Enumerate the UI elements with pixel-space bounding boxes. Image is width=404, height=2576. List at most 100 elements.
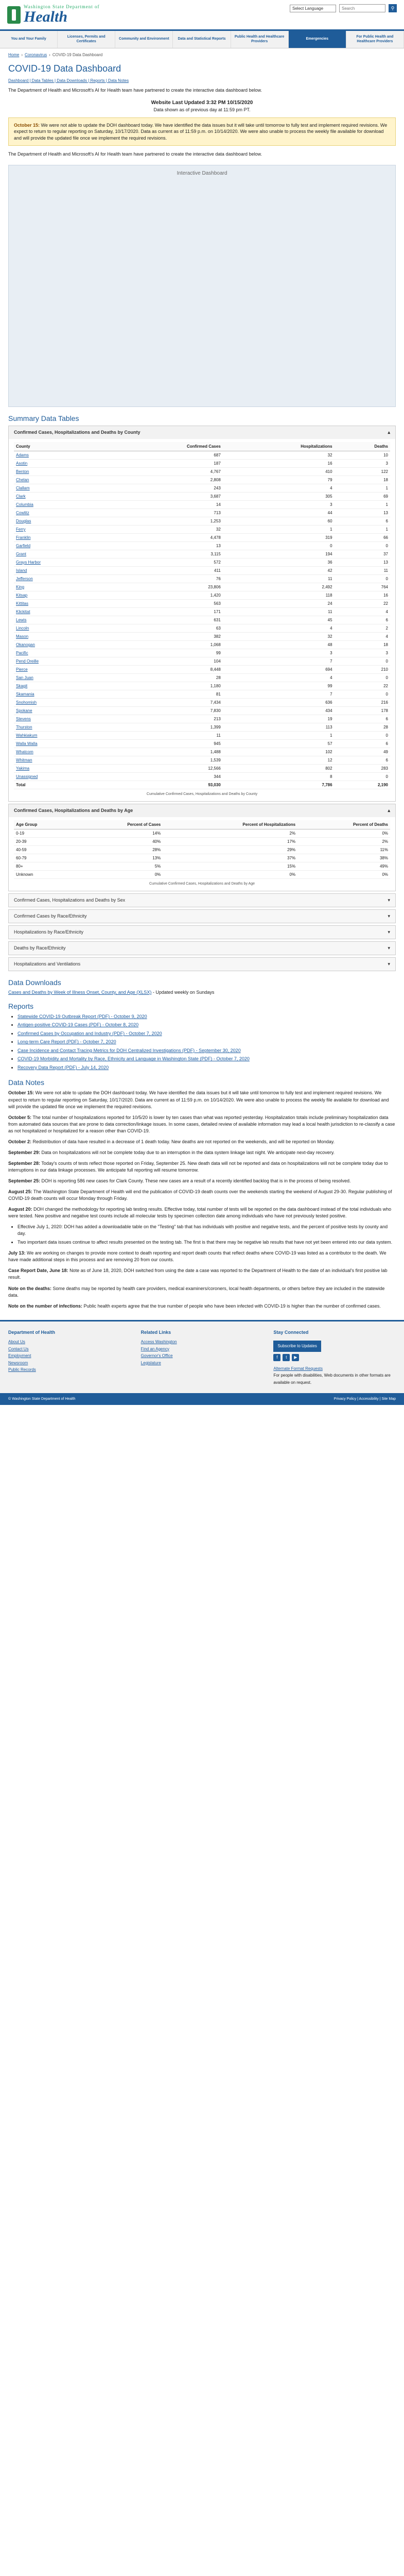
- alt-format-link[interactable]: Alternate Format Requests: [273, 1366, 323, 1371]
- footer-link[interactable]: Legislature: [140, 1360, 161, 1365]
- twitter-icon[interactable]: t: [283, 1353, 290, 1361]
- county-link[interactable]: Clark: [16, 494, 26, 499]
- facebook-icon[interactable]: f: [273, 1353, 281, 1361]
- county-link[interactable]: Kitsap: [16, 592, 28, 598]
- county-name[interactable]: Wahkiakum: [14, 731, 104, 740]
- county-link[interactable]: Benton: [16, 469, 29, 474]
- county-name[interactable]: Pierce: [14, 665, 104, 674]
- age-accordion-header[interactable]: Confirmed Cases, Hospitalizations and De…: [9, 804, 395, 817]
- county-link[interactable]: Clallam: [16, 485, 30, 490]
- report-link[interactable]: COVID-19 Morbidity and Mortality by Race…: [17, 1056, 250, 1062]
- county-link[interactable]: Grays Harbor: [16, 560, 41, 565]
- collapsed-accordion-header[interactable]: Hospitalizations by Race/Ethnicity ▾: [9, 925, 395, 939]
- county-name[interactable]: Okanogan: [14, 640, 104, 649]
- report-link[interactable]: Antigen-positive COVID-19 Cases (PDF) - …: [17, 1022, 139, 1028]
- search-input[interactable]: [339, 4, 385, 12]
- report-link[interactable]: Long-term Care Report (PDF) - October 7,…: [17, 1039, 116, 1045]
- nav-item[interactable]: For Public Health and Healthcare Provide…: [346, 31, 404, 48]
- search-button[interactable]: ⚲: [389, 4, 397, 12]
- county-link[interactable]: Yakima: [16, 766, 30, 771]
- county-link[interactable]: Lewis: [16, 617, 27, 622]
- county-name[interactable]: Clark: [14, 492, 104, 501]
- county-name[interactable]: Kittitas: [14, 599, 104, 608]
- dashboard-embed[interactable]: Interactive Dashboard: [8, 164, 396, 407]
- collapsed-accordion-header[interactable]: Confirmed Cases by Race/Ethnicity ▾: [9, 909, 395, 923]
- footer-link[interactable]: Governor's Office: [140, 1353, 173, 1359]
- nav-item[interactable]: You and Your Family: [0, 31, 58, 48]
- county-name[interactable]: Grays Harbor: [14, 558, 104, 567]
- collapsed-accordion-header[interactable]: Confirmed Cases, Hospitalizations and De…: [9, 893, 395, 907]
- county-name[interactable]: Chelan: [14, 476, 104, 484]
- footer-link[interactable]: Contact Us: [8, 1346, 29, 1351]
- county-link[interactable]: Unassigned: [16, 774, 38, 779]
- subscribe-button[interactable]: Subscribe to Updates: [273, 1340, 321, 1352]
- page-subnav[interactable]: Dashboard | Data Tables | Data Downloads…: [8, 78, 396, 83]
- county-name[interactable]: Asotin: [14, 459, 104, 468]
- county-name[interactable]: Grant: [14, 550, 104, 558]
- county-link[interactable]: Pierce: [16, 667, 28, 672]
- report-link[interactable]: Recovery Data Report (PDF) - July 14, 20…: [17, 1064, 109, 1070]
- nav-item[interactable]: Licenses, Permits and Certificates: [58, 31, 116, 48]
- report-link[interactable]: Case Incidence and Contact Tracing Metri…: [17, 1047, 241, 1053]
- county-name[interactable]: Klickitat: [14, 607, 104, 616]
- county-link[interactable]: Mason: [16, 634, 29, 639]
- county-link[interactable]: Whitman: [16, 757, 32, 762]
- county-accordion-header[interactable]: Confirmed Cases, Hospitalizations and De…: [9, 426, 395, 439]
- doh-logo[interactable]: Washington State Department of Health: [7, 5, 100, 25]
- report-link[interactable]: Statewide COVID-19 Outbreak Report (PDF)…: [17, 1013, 147, 1019]
- county-name[interactable]: Whitman: [14, 756, 104, 765]
- footer-link[interactable]: Employment: [8, 1353, 31, 1359]
- county-name[interactable]: San Juan: [14, 673, 104, 682]
- county-link[interactable]: Chelan: [16, 477, 29, 482]
- county-name[interactable]: Whatcom: [14, 748, 104, 756]
- county-name[interactable]: Skamania: [14, 690, 104, 699]
- county-name[interactable]: Columbia: [14, 500, 104, 509]
- county-link[interactable]: Wahkiakum: [16, 733, 38, 738]
- download-link[interactable]: Cases and Deaths by Week of Illness Onse…: [8, 989, 152, 995]
- subnav-links[interactable]: Dashboard | Data Tables | Data Downloads…: [8, 78, 129, 83]
- collapsed-accordion-header[interactable]: Hospitalizations and Ventilations ▾: [9, 957, 395, 971]
- county-link[interactable]: Cowlitz: [16, 510, 29, 515]
- county-link[interactable]: Island: [16, 568, 27, 573]
- county-name[interactable]: Lincoln: [14, 624, 104, 633]
- collapsed-accordion-header[interactable]: Deaths by Race/Ethnicity ▾: [9, 941, 395, 955]
- county-link[interactable]: Spokane: [16, 708, 32, 713]
- report-link[interactable]: Confirmed Cases by Occupation and Indust…: [17, 1030, 162, 1036]
- county-link[interactable]: San Juan: [16, 675, 33, 680]
- county-name[interactable]: Douglas: [14, 517, 104, 526]
- county-name[interactable]: Kitsap: [14, 591, 104, 600]
- county-name[interactable]: Mason: [14, 632, 104, 641]
- county-link[interactable]: Douglas: [16, 518, 31, 523]
- county-name[interactable]: Ferry: [14, 525, 104, 534]
- county-link[interactable]: Snohomish: [16, 700, 37, 705]
- county-name[interactable]: Unassigned: [14, 772, 104, 781]
- county-link[interactable]: Columbia: [16, 502, 33, 507]
- county-link[interactable]: Garfield: [16, 543, 31, 548]
- county-link[interactable]: Ferry: [16, 527, 26, 532]
- county-link[interactable]: King: [16, 584, 25, 589]
- youtube-icon[interactable]: ▶: [292, 1353, 300, 1361]
- footer-link[interactable]: Newsroom: [8, 1360, 28, 1365]
- county-link[interactable]: Adams: [16, 452, 29, 457]
- county-link[interactable]: Walla Walla: [16, 741, 38, 746]
- footer-link[interactable]: Access Washington: [140, 1339, 177, 1344]
- county-link[interactable]: Stevens: [16, 716, 31, 721]
- county-link[interactable]: Klickitat: [16, 609, 30, 614]
- footer-link[interactable]: Find an Agency: [140, 1346, 169, 1351]
- county-name[interactable]: Island: [14, 566, 104, 575]
- county-link[interactable]: Pacific: [16, 650, 28, 655]
- county-name[interactable]: Adams: [14, 451, 104, 460]
- county-link[interactable]: Franklin: [16, 535, 31, 540]
- county-link[interactable]: Lincoln: [16, 625, 29, 631]
- county-name[interactable]: Jefferson: [14, 574, 104, 583]
- policy-links[interactable]: Privacy Policy | Accessibility | Site Ma…: [333, 1397, 396, 1401]
- county-name[interactable]: Lewis: [14, 616, 104, 624]
- footer-link[interactable]: Public Records: [8, 1367, 36, 1372]
- county-name[interactable]: Cowlitz: [14, 509, 104, 517]
- nav-item[interactable]: Public Health and Healthcare Providers: [231, 31, 289, 48]
- county-name[interactable]: Skagit: [14, 682, 104, 690]
- county-name[interactable]: Pacific: [14, 649, 104, 657]
- county-link[interactable]: Skamania: [16, 691, 34, 697]
- breadcrumb-home[interactable]: Home: [8, 53, 20, 57]
- county-link[interactable]: Whatcom: [16, 749, 33, 754]
